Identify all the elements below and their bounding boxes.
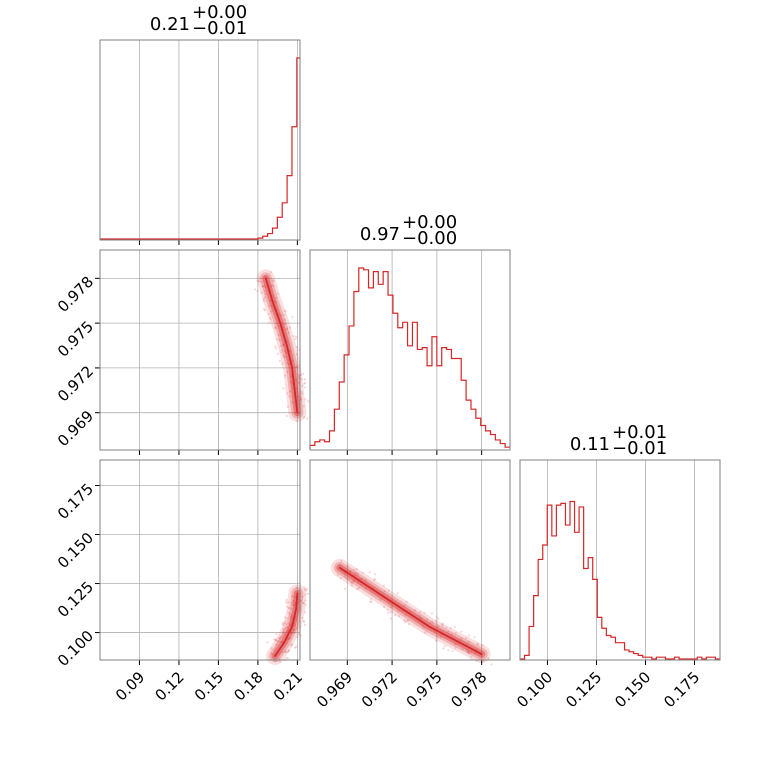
scatter-point (442, 647, 444, 649)
scatter-point (287, 657, 289, 659)
y-tick-label: 0.125 (54, 578, 97, 621)
scatter-point (437, 618, 439, 620)
scatter-point (264, 309, 266, 311)
scatter-point (302, 373, 304, 375)
x-tick-label: 0.15 (191, 668, 227, 704)
y-tick-label: 0.972 (54, 362, 97, 405)
x-tick-label: 0.09 (112, 668, 148, 704)
y-tick-label: 0.150 (54, 529, 97, 572)
scatter-point (268, 321, 270, 323)
scatter-point (490, 663, 492, 665)
histogram-2 (520, 502, 720, 659)
panel-frame (520, 460, 720, 660)
scatter-point (468, 634, 470, 636)
x-tick-label: 0.969 (313, 668, 356, 711)
data-layer (100, 58, 720, 666)
scatter-point (390, 618, 392, 620)
x-tick-label: 0.125 (562, 668, 605, 711)
scatter-point (294, 338, 296, 340)
scatter-point (254, 288, 256, 290)
y-tick-label: 0.978 (54, 273, 97, 316)
scatter-point (344, 588, 346, 590)
histogram-0 (100, 58, 300, 239)
scatter-point (294, 647, 296, 649)
scatter-point (279, 360, 281, 362)
scatter-point (256, 290, 258, 292)
title-minus-1: −0.00 (402, 228, 457, 249)
x-tick-label: 0.100 (513, 668, 556, 711)
scatter-point (304, 378, 306, 380)
scatter-point (306, 418, 308, 420)
scatter-point (374, 573, 376, 575)
y-tick-label: 0.975 (54, 317, 97, 360)
y-tick-label: 0.175 (54, 480, 97, 523)
text-layer: 0.21+0.00−0.010.97+0.00−0.000.11+0.01−0.… (54, 2, 703, 711)
histogram-1 (310, 268, 510, 449)
scatter-point (447, 649, 449, 651)
scatter-point (275, 633, 277, 635)
scatter-point (274, 345, 276, 347)
contour-fill-p2_vs_p1 (340, 568, 482, 654)
x-tick-label: 0.12 (151, 668, 187, 704)
scatter-point (451, 650, 453, 652)
scatter-point (436, 616, 438, 618)
scatter-point (266, 641, 268, 643)
scatter-point (454, 626, 456, 628)
scatter-point (286, 415, 288, 417)
scatter-point (303, 621, 305, 623)
scatter-point (282, 387, 284, 389)
scatter-point (397, 592, 399, 594)
y-tick-label: 0.100 (54, 627, 97, 670)
scatter-point (307, 400, 309, 402)
panel-frame (100, 40, 300, 240)
x-tick-label: 0.975 (403, 668, 446, 711)
scatter-point (304, 386, 306, 388)
scatter-point (307, 593, 309, 595)
scatter-point (371, 601, 373, 603)
x-tick-label: 0.972 (358, 668, 401, 711)
x-tick-label: 0.175 (660, 668, 703, 711)
panel-frame (310, 250, 510, 450)
x-tick-label: 0.150 (611, 668, 654, 711)
x-tick-label: 0.21 (270, 668, 306, 704)
scatter-point (291, 316, 293, 318)
scatter-point (473, 636, 475, 638)
grid-layer (100, 40, 695, 660)
scatter-point (295, 336, 297, 338)
scatter-point (303, 383, 305, 385)
scatter-point (387, 612, 389, 614)
scatter-point (460, 630, 462, 632)
panel-title-2: 0.11 (570, 434, 610, 455)
scatter-point (277, 353, 279, 355)
title-minus-0: −0.01 (192, 18, 247, 39)
scatter-point (275, 347, 277, 349)
scatter-point (369, 571, 371, 573)
title-minus-2: −0.01 (612, 438, 667, 459)
scatter-point (285, 602, 287, 604)
scatter-point (304, 624, 306, 626)
panel-frame (100, 460, 300, 660)
scatter-point (444, 645, 446, 647)
x-tick-label: 0.978 (447, 668, 490, 711)
y-tick-label: 0.969 (54, 407, 97, 450)
frame-layer (95, 40, 720, 665)
panel-title-0: 0.21 (150, 14, 190, 35)
x-tick-label: 0.18 (230, 668, 266, 704)
panel-title-1: 0.97 (360, 224, 400, 245)
scatter-point (286, 598, 288, 600)
scatter-point (431, 612, 433, 614)
